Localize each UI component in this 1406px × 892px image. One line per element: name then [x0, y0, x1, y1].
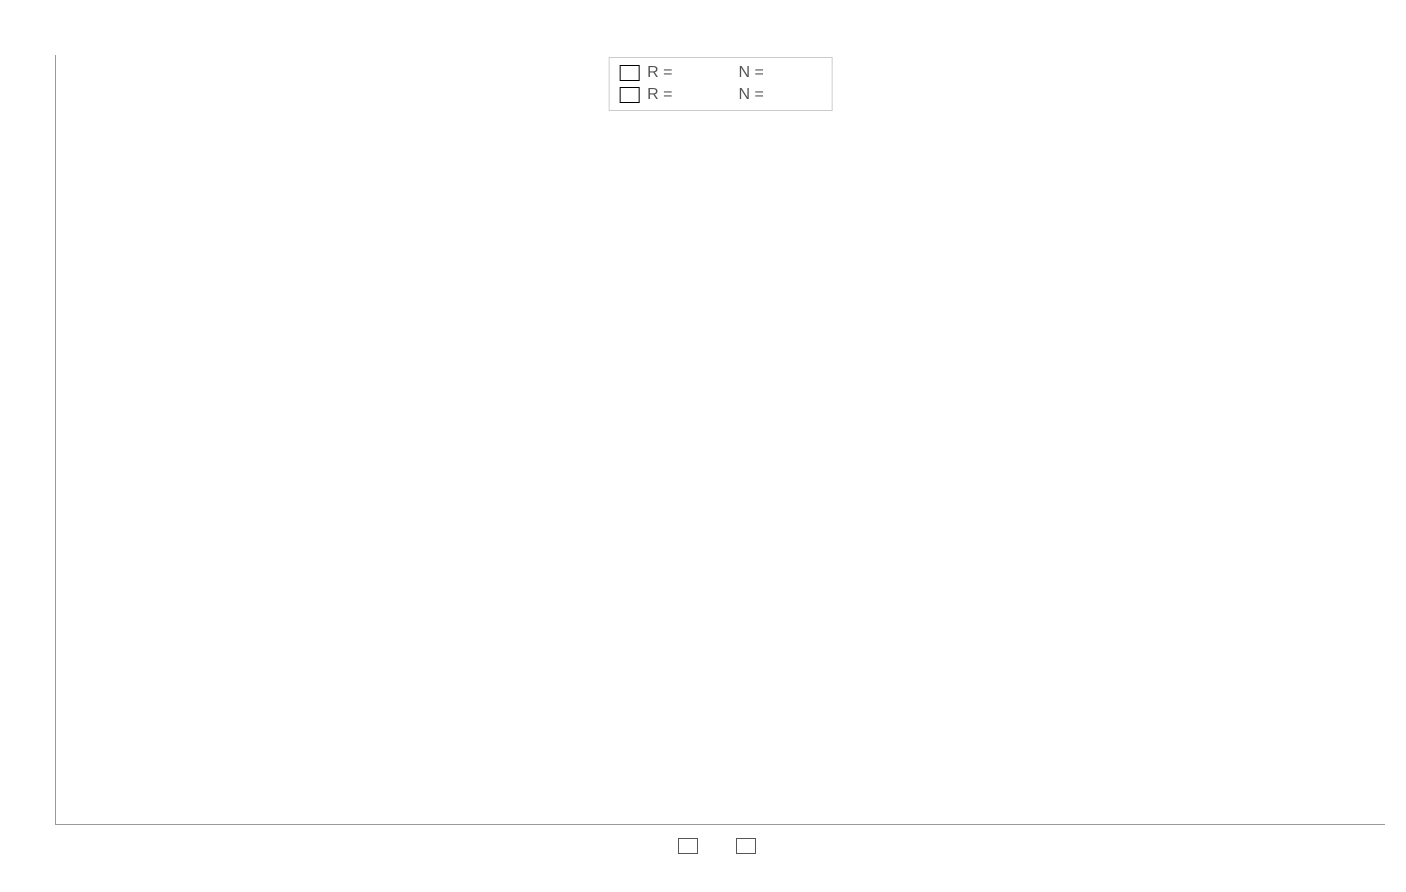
header — [0, 0, 1406, 10]
chart-container: R = N = R = N = — [0, 0, 1406, 892]
n-label: N = — [739, 86, 764, 104]
swatch-icon — [619, 87, 639, 103]
series-legend — [678, 838, 764, 854]
r-label: R = — [647, 64, 672, 82]
swatch-icon — [619, 65, 639, 81]
stats-row-2: R = N = — [619, 84, 822, 106]
swatch-icon — [678, 838, 698, 854]
legend-item — [736, 838, 764, 854]
n-label: N = — [739, 64, 764, 82]
stats-legend: R = N = R = N = — [608, 57, 833, 111]
chart-svg — [56, 55, 1385, 824]
r-label: R = — [647, 86, 672, 104]
legend-item — [678, 838, 706, 854]
stats-row-1: R = N = — [619, 62, 822, 84]
swatch-icon — [736, 838, 756, 854]
plot-area: R = N = R = N = — [55, 55, 1385, 825]
